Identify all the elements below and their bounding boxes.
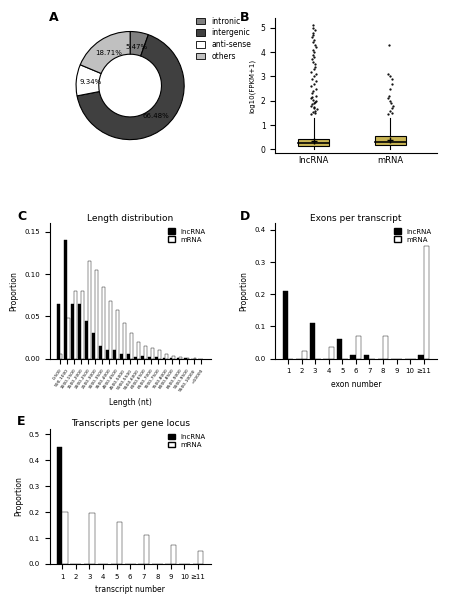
Bar — [329, 347, 334, 359]
Legend: lncRNA, mRNA: lncRNA, mRNA — [167, 433, 207, 449]
X-axis label: transcript number: transcript number — [95, 585, 165, 594]
Bar — [375, 136, 406, 145]
Bar — [99, 346, 102, 359]
Bar — [172, 356, 175, 359]
Legend: lncRNA, mRNA: lncRNA, mRNA — [167, 227, 207, 244]
Bar — [162, 358, 165, 359]
Bar — [144, 346, 147, 359]
Wedge shape — [76, 65, 101, 96]
Bar — [85, 320, 88, 359]
Bar — [141, 356, 144, 359]
Bar — [127, 355, 130, 359]
Bar — [90, 514, 95, 564]
Bar — [62, 512, 68, 564]
Bar — [198, 551, 203, 564]
Y-axis label: log10(FPKM+1): log10(FPKM+1) — [248, 59, 255, 113]
Bar — [165, 355, 168, 359]
Text: 5.47%: 5.47% — [126, 44, 148, 50]
Bar — [92, 333, 95, 359]
Text: B: B — [240, 11, 249, 24]
Bar — [135, 357, 137, 359]
Bar — [71, 304, 74, 359]
Bar — [158, 350, 161, 359]
Bar — [116, 310, 119, 359]
Bar — [337, 339, 342, 359]
Y-axis label: Proportion: Proportion — [14, 476, 23, 517]
Bar — [102, 287, 105, 359]
Bar — [356, 336, 361, 359]
Bar — [137, 341, 140, 359]
Bar — [171, 545, 176, 564]
Y-axis label: Proportion: Proportion — [9, 271, 18, 311]
Bar — [298, 139, 329, 146]
Bar — [60, 355, 63, 359]
Bar — [310, 323, 315, 359]
Title: Exons per transcript: Exons per transcript — [310, 214, 401, 223]
Bar — [106, 350, 109, 359]
Bar — [184, 358, 186, 359]
Wedge shape — [77, 35, 184, 140]
Bar — [144, 535, 149, 564]
X-axis label: exon number: exon number — [331, 380, 381, 389]
Text: E: E — [17, 415, 26, 428]
Text: 18.71%: 18.71% — [95, 50, 122, 56]
Wedge shape — [130, 32, 148, 56]
Bar — [351, 355, 356, 359]
Bar — [148, 357, 151, 359]
Bar — [57, 304, 60, 359]
Bar — [177, 358, 180, 359]
Bar — [364, 355, 369, 359]
Title: Length distribution: Length distribution — [87, 214, 173, 223]
Text: D: D — [240, 210, 250, 223]
Text: C: C — [17, 210, 27, 223]
Bar — [418, 355, 424, 359]
Bar — [120, 355, 123, 359]
Bar — [151, 349, 154, 359]
Bar — [424, 246, 429, 359]
Text: 66.48%: 66.48% — [143, 113, 169, 119]
Bar — [383, 336, 388, 359]
Bar — [74, 291, 76, 359]
Bar — [170, 358, 172, 359]
Bar — [180, 357, 182, 359]
Bar — [78, 304, 81, 359]
Bar — [156, 357, 158, 359]
Bar — [88, 260, 90, 359]
Title: Transcripts per gene locus: Transcripts per gene locus — [71, 419, 189, 428]
Legend: intronic, intergenic, anti-sense, others: intronic, intergenic, anti-sense, others — [195, 15, 253, 62]
Bar — [95, 270, 98, 359]
Bar — [113, 350, 116, 359]
Wedge shape — [80, 32, 130, 74]
Bar — [283, 291, 288, 359]
Text: 9.34%: 9.34% — [80, 79, 102, 85]
Bar — [81, 291, 84, 359]
Bar — [186, 358, 189, 359]
Y-axis label: Proportion: Proportion — [240, 271, 249, 311]
Legend: lncRNA, mRNA: lncRNA, mRNA — [393, 227, 433, 244]
Bar — [117, 523, 122, 564]
Bar — [130, 333, 133, 359]
Bar — [64, 241, 67, 359]
Bar — [302, 350, 307, 359]
Bar — [67, 318, 69, 359]
Text: A: A — [49, 11, 58, 24]
X-axis label: Length (nt): Length (nt) — [109, 398, 152, 407]
Bar — [194, 358, 196, 359]
Bar — [109, 301, 112, 359]
Bar — [57, 447, 62, 564]
Bar — [123, 323, 126, 359]
